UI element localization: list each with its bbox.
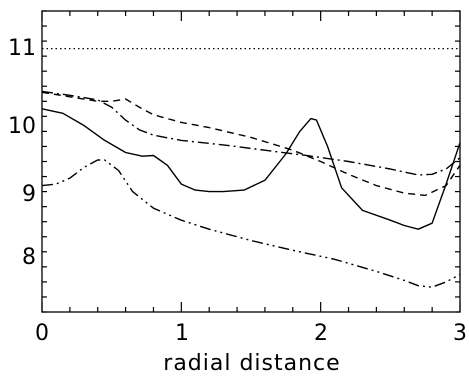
x-tick-label-2: 2 — [314, 321, 328, 346]
x-tick-label-3: 3 — [453, 321, 467, 346]
plot-area — [41, 48, 461, 288]
axis-ticks — [41, 10, 461, 313]
y-tick-label-8: 8 — [22, 245, 36, 270]
y-tick-label-10: 10 — [8, 114, 36, 139]
y-tick-label-11: 11 — [8, 36, 36, 61]
x-tick-label-0: 0 — [35, 321, 49, 346]
y-tick-label-9: 9 — [22, 182, 36, 207]
series-line-solid — [41, 108, 461, 230]
plot-frame — [41, 10, 461, 313]
x-axis-title: radial distance — [163, 351, 340, 376]
series-line-dash-dot-dot — [41, 159, 461, 288]
series-line-dashed — [41, 91, 461, 197]
series-line-dash-dot — [41, 90, 461, 176]
x-tick-label-1: 1 — [175, 321, 189, 346]
